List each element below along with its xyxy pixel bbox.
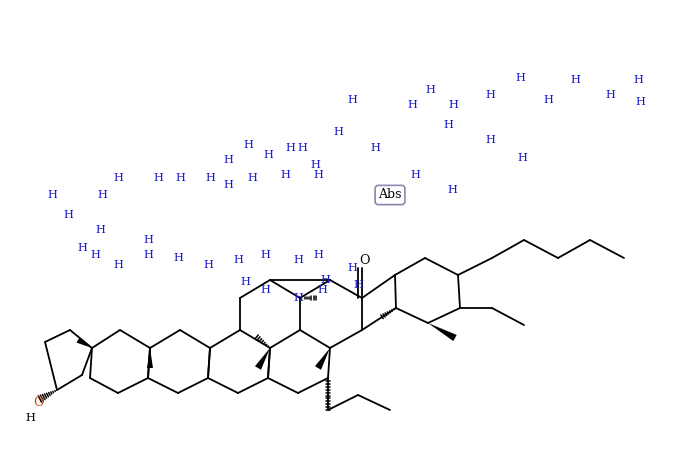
Text: H: H: [310, 160, 320, 170]
Text: H: H: [47, 190, 57, 200]
Text: H: H: [347, 263, 357, 273]
Text: H: H: [515, 73, 525, 83]
Text: H: H: [447, 185, 457, 195]
Text: H: H: [293, 255, 303, 265]
Text: H: H: [240, 277, 250, 287]
Text: H: H: [320, 275, 330, 285]
Text: H: H: [517, 153, 527, 163]
Text: H: H: [370, 143, 380, 153]
Text: H: H: [448, 100, 458, 110]
Text: H: H: [143, 235, 153, 245]
Text: O: O: [33, 396, 44, 409]
Text: H: H: [570, 75, 580, 85]
Text: H: H: [347, 95, 357, 105]
Text: H: H: [410, 170, 420, 180]
Text: H: H: [223, 155, 233, 165]
Text: H: H: [605, 90, 615, 100]
Text: H: H: [203, 260, 213, 270]
Text: H: H: [425, 85, 435, 95]
Text: H: H: [333, 127, 343, 137]
Polygon shape: [428, 323, 457, 341]
Text: H: H: [113, 260, 123, 270]
Text: H: H: [293, 293, 303, 303]
Text: H: H: [635, 97, 645, 107]
Text: H: H: [297, 143, 307, 153]
Text: H: H: [25, 413, 35, 423]
Text: H: H: [485, 90, 495, 100]
Text: H: H: [313, 170, 323, 180]
Polygon shape: [147, 348, 153, 368]
Text: H: H: [63, 210, 73, 220]
Text: H: H: [243, 140, 253, 150]
Text: H: H: [205, 173, 215, 183]
Text: H: H: [353, 280, 363, 290]
Text: H: H: [407, 100, 417, 110]
Text: H: H: [233, 255, 243, 265]
Text: H: H: [173, 253, 183, 263]
Text: H: H: [153, 173, 163, 183]
Text: H: H: [263, 150, 273, 160]
Text: H: H: [443, 120, 453, 130]
Text: H: H: [280, 170, 290, 180]
Text: H: H: [143, 250, 153, 260]
Text: Abs: Abs: [378, 189, 402, 202]
Text: H: H: [543, 95, 553, 105]
Text: H: H: [260, 285, 270, 295]
Text: H: H: [485, 135, 495, 145]
Text: H: H: [285, 143, 295, 153]
Text: H: H: [317, 285, 327, 295]
Text: H: H: [313, 250, 323, 260]
Text: H: H: [247, 173, 257, 183]
Polygon shape: [255, 348, 270, 370]
Polygon shape: [76, 338, 92, 348]
Polygon shape: [315, 348, 330, 370]
Text: H: H: [90, 250, 100, 260]
Text: H: H: [175, 173, 185, 183]
Text: H: H: [97, 190, 107, 200]
Text: O: O: [359, 253, 369, 267]
Text: H: H: [95, 225, 105, 235]
Text: H: H: [113, 173, 123, 183]
Text: H: H: [77, 243, 87, 253]
Text: H: H: [223, 180, 233, 190]
Text: H: H: [260, 250, 270, 260]
Text: H: H: [633, 75, 643, 85]
